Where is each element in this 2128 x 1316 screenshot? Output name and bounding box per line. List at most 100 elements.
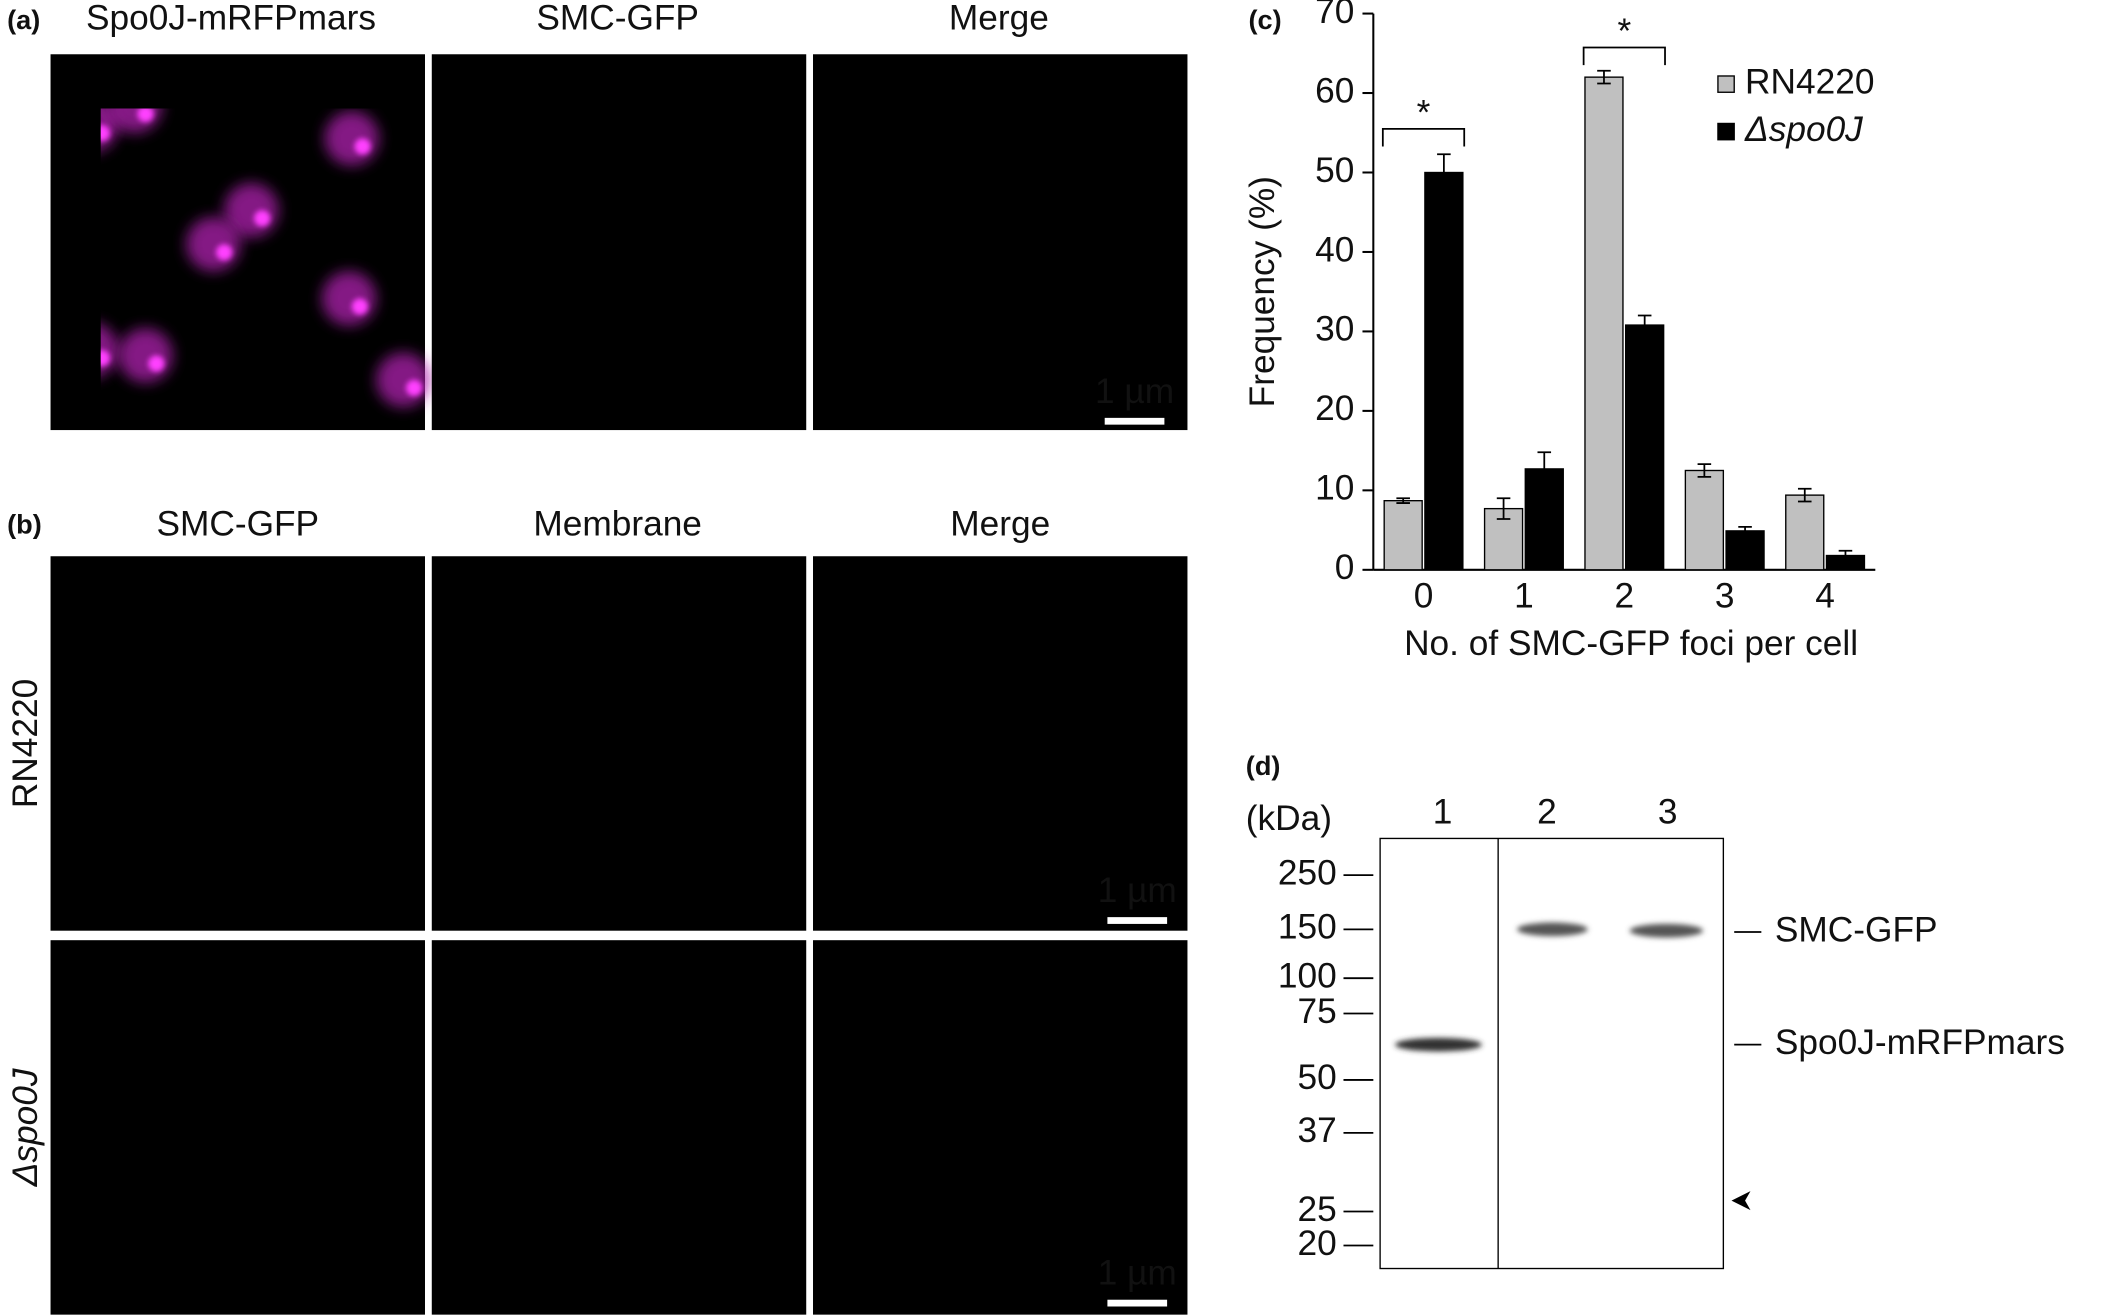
bar <box>1624 324 1665 571</box>
focus <box>137 108 154 123</box>
cell-signal <box>324 111 379 166</box>
column-title: Merge <box>949 0 1049 38</box>
error-bar <box>1537 451 1552 487</box>
ladder-label: 37 <box>1297 1111 1336 1150</box>
band <box>1629 923 1704 938</box>
error-bar <box>1396 497 1410 504</box>
column-title: SMC-GFP <box>156 505 319 544</box>
bar <box>1424 171 1464 571</box>
ladder-label: 25 <box>1297 1190 1336 1229</box>
scale-bar-label: 1 µm <box>1095 372 1174 411</box>
ladder-label: 75 <box>1297 992 1336 1031</box>
lane-label: 3 <box>1658 792 1678 831</box>
y-tick-label: 70 <box>1315 0 1354 31</box>
focus <box>354 138 371 155</box>
significance-label: * <box>1617 12 1631 51</box>
error-bar <box>1637 314 1652 336</box>
focus <box>100 350 111 367</box>
micrograph <box>813 54 1188 431</box>
scale-bar-label: 1 µm <box>1098 871 1177 910</box>
significance-bracket <box>1582 46 1666 66</box>
bar <box>1684 469 1725 571</box>
y-tick-label: 60 <box>1315 71 1354 110</box>
arrowhead <box>1731 1191 1751 1211</box>
error-bar <box>1496 497 1511 520</box>
scale-bar <box>1107 917 1168 924</box>
micrograph <box>813 556 1188 931</box>
column-title: Merge <box>950 505 1050 544</box>
x-tick-label: 3 <box>1715 577 1735 616</box>
x-tick-label: 0 <box>1414 577 1434 616</box>
bar <box>1383 500 1423 571</box>
unit-label: (kDa) <box>1246 799 1332 838</box>
scale-bar-label: 1 µm <box>1098 1254 1177 1293</box>
error-bar <box>1797 487 1812 503</box>
x-axis-label: No. of SMC-GFP foci per cell <box>1404 624 1858 663</box>
ladder-label: 50 <box>1297 1058 1336 1097</box>
bar <box>1584 76 1624 571</box>
y-axis-label: Frequency (%) <box>1243 176 1282 407</box>
panel-label: (b) <box>7 509 42 540</box>
panel-label: (a) <box>7 4 40 35</box>
legend-swatch <box>1717 75 1735 93</box>
column-title: SMC-GFP <box>536 0 699 38</box>
micrograph <box>50 940 425 1315</box>
micrograph <box>431 556 807 931</box>
focus <box>216 244 233 261</box>
bar <box>1785 494 1825 571</box>
scale-bar <box>1107 1299 1168 1307</box>
legend-label: Δspo0J <box>1744 110 1863 149</box>
column-title: Membrane <box>533 505 702 544</box>
y-tick-label: 10 <box>1315 469 1354 508</box>
band-label: Spo0J-mRFPmars <box>1775 1023 2065 1062</box>
x-tick-label: 1 <box>1514 577 1534 616</box>
panel-label: (c) <box>1249 4 1282 35</box>
error-bar <box>1697 463 1712 478</box>
lane-label: 2 <box>1537 792 1557 831</box>
ladder-label: 100 <box>1278 956 1337 995</box>
error-bar <box>1437 153 1451 192</box>
error-bar <box>1838 549 1853 562</box>
focus <box>100 124 111 142</box>
column-title: Spo0J-mRFPmars <box>86 0 376 38</box>
y-tick-label: 40 <box>1315 230 1354 269</box>
y-tick-label: 50 <box>1315 151 1354 190</box>
focus <box>351 298 369 315</box>
row-label: RN4220 <box>6 679 45 808</box>
cell-signal <box>118 328 173 383</box>
lane-label: 1 <box>1433 792 1453 831</box>
cell-signal <box>186 217 241 272</box>
gel <box>1379 837 1725 1270</box>
error-bar <box>1597 69 1611 85</box>
y-tick-label: 20 <box>1315 389 1354 428</box>
ladder-label: 20 <box>1297 1224 1336 1263</box>
legend-label: RN4220 <box>1745 62 1874 101</box>
focus <box>254 210 271 227</box>
micrograph <box>50 556 425 931</box>
micrograph <box>431 940 807 1315</box>
band <box>1517 922 1588 937</box>
row-label: Δspo0J <box>6 1068 45 1187</box>
cell-signal <box>321 271 377 326</box>
x-tick-label: 2 <box>1615 577 1635 616</box>
significance-bracket <box>1381 128 1466 147</box>
y-tick-label: 30 <box>1315 310 1354 349</box>
focus <box>406 379 423 397</box>
band <box>1395 1037 1482 1052</box>
micrograph <box>431 54 807 431</box>
bar <box>1725 530 1765 571</box>
error-bar <box>1738 526 1752 536</box>
scale-bar <box>1104 417 1165 425</box>
legend-swatch <box>1717 122 1735 141</box>
ladder-label: 250 <box>1278 853 1337 892</box>
ladder-label: 150 <box>1278 908 1337 947</box>
focus <box>148 355 165 372</box>
micrograph-content <box>100 108 431 408</box>
panel-label: (d) <box>1246 750 1281 781</box>
band-label: SMC-GFP <box>1775 910 1938 949</box>
y-tick-label: 0 <box>1335 548 1355 587</box>
significance-label: * <box>1417 94 1431 133</box>
x-tick-label: 4 <box>1815 577 1835 616</box>
cell-signal <box>376 352 431 408</box>
